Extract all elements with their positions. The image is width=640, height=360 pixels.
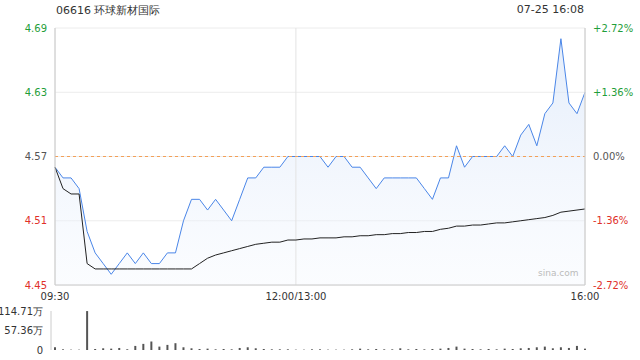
svg-text:4.51: 4.51 [25, 215, 47, 226]
svg-text:4.63: 4.63 [25, 87, 47, 98]
svg-text:09:30: 09:30 [41, 291, 70, 300]
svg-text:16:00: 16:00 [571, 291, 600, 300]
svg-text:0.00%: 0.00% [593, 151, 625, 162]
svg-text:57.36万: 57.36万 [4, 325, 43, 336]
svg-text:4.69: 4.69 [25, 23, 47, 34]
svg-text:4.57: 4.57 [25, 151, 47, 162]
svg-text:+1.36%: +1.36% [593, 87, 633, 98]
svg-text:4.45: 4.45 [25, 280, 47, 291]
svg-text:-1.36%: -1.36% [593, 215, 628, 226]
svg-text:114.71万: 114.71万 [0, 306, 43, 317]
html-text:06616 环球新材国际: 06616 环球新材国际 [56, 4, 161, 17]
svg-text:+2.72%: +2.72% [593, 23, 633, 34]
svg-text:0: 0 [37, 345, 43, 356]
html-text:07-25 16:08: 07-25 16:08 [516, 3, 584, 16]
svg-text:-2.72%: -2.72% [593, 280, 628, 291]
html-text:sina.com: sina.com [538, 268, 579, 278]
svg-text:12:00/13:00: 12:00/13:00 [265, 291, 326, 300]
